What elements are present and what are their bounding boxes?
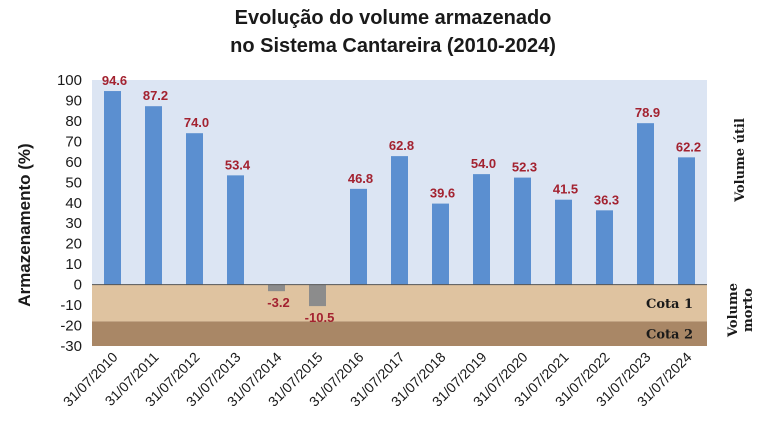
chart-title-line-1: Evolução do volume armazenado xyxy=(235,7,552,29)
data-label: 62.8 xyxy=(389,138,414,153)
side-label-volume-morto: morto xyxy=(741,288,756,332)
bar-31/07/2022 xyxy=(596,210,613,285)
y-axis-label: Armazenamento (%) xyxy=(15,143,34,306)
y-tick-label: 50 xyxy=(65,174,82,191)
y-tick-label: 70 xyxy=(65,133,82,150)
data-label: 39.6 xyxy=(430,186,455,201)
x-axis-ticks: 31/07/201031/07/201131/07/201231/07/2013… xyxy=(60,349,695,410)
data-labels: 94.6 87.2 74.0 53.4 -3.2 -10.5 46.8 62.8 39.6 54.… xyxy=(102,73,701,325)
band-cota-1-label: Cota 1 xyxy=(646,297,693,312)
chart-title-line-2: no Sistema Cantareira (2010-2024) xyxy=(230,35,556,57)
y-tick-label: 20 xyxy=(65,236,82,253)
band-cota-2 xyxy=(92,321,707,346)
data-label: 36.3 xyxy=(594,192,619,207)
y-tick-label: -20 xyxy=(60,318,82,335)
y-tick-label: 90 xyxy=(65,92,82,109)
data-label: 62.2 xyxy=(676,139,701,154)
bar-31/07/2017 xyxy=(391,156,408,285)
y-tick-label: 60 xyxy=(65,154,82,171)
band-cota-2-label: Cota 2 xyxy=(646,328,693,343)
bar-31/07/2016 xyxy=(350,188,367,285)
y-tick-label: 10 xyxy=(65,256,82,273)
bar-31/07/2013 xyxy=(227,175,244,285)
bar-31/07/2010 xyxy=(104,91,121,285)
data-label: -3.2 xyxy=(267,295,289,310)
bar-31/07/2015 xyxy=(309,284,326,307)
y-tick-label: 80 xyxy=(65,113,82,130)
bar-31/07/2011 xyxy=(145,106,162,285)
data-label: 74.0 xyxy=(184,115,209,130)
y-tick-label: -10 xyxy=(60,297,82,314)
data-label: 78.9 xyxy=(635,105,660,120)
bar-31/07/2014 xyxy=(268,284,285,292)
data-label: -10.5 xyxy=(305,310,335,325)
bar-31/07/2021 xyxy=(555,199,572,285)
y-tick-label: 100 xyxy=(57,72,82,89)
data-label: 41.5 xyxy=(553,182,578,197)
data-label: 53.4 xyxy=(225,157,251,172)
bar-31/07/2018 xyxy=(432,203,449,285)
data-label: 46.8 xyxy=(348,171,373,186)
bars xyxy=(104,91,695,307)
bar-31/07/2024 xyxy=(678,157,695,285)
bar-31/07/2020 xyxy=(514,177,531,285)
data-label: 87.2 xyxy=(143,88,168,103)
data-label: 54.0 xyxy=(471,156,496,171)
y-tick-label: 30 xyxy=(65,215,82,232)
y-tick-label: 0 xyxy=(74,277,82,294)
data-label: 94.6 xyxy=(102,73,127,88)
bar-31/07/2023 xyxy=(637,123,654,285)
y-tick-label: 40 xyxy=(65,195,82,212)
side-label-volume-morto: Volume xyxy=(726,283,741,338)
side-label-volume-util: Volume útil xyxy=(733,118,748,203)
band-cota-1 xyxy=(92,284,707,322)
bar-31/07/2012 xyxy=(186,133,203,285)
data-label: 52.3 xyxy=(512,160,537,175)
y-tick-label: -30 xyxy=(60,338,82,355)
bar-31/07/2019 xyxy=(473,174,490,285)
